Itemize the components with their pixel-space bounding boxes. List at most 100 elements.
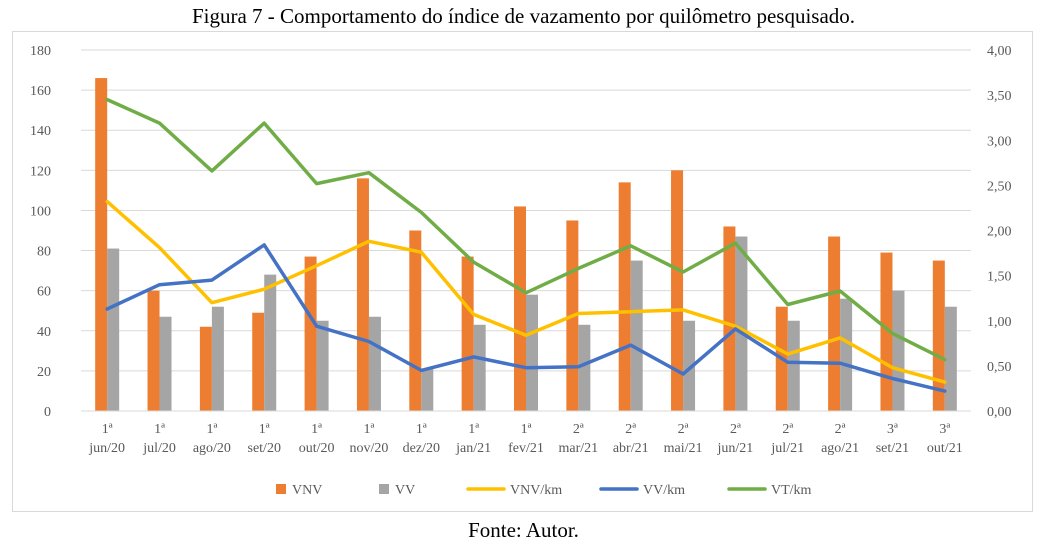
- x-tick-label-rank: 1ª: [154, 422, 165, 437]
- x-tick-label-rank: 2ª: [835, 422, 846, 437]
- bar-vnv: [671, 170, 684, 411]
- bar-vnv: [932, 260, 945, 411]
- y-left-tick-label: 180: [30, 44, 51, 59]
- bar-vnv: [461, 256, 474, 411]
- x-tick-label-rank: 1ª: [468, 422, 479, 437]
- series-line-vt-per-km: [105, 97, 947, 362]
- y-right-tick-label: 3,00: [987, 134, 1012, 149]
- y-right-tick-label: 0,00: [987, 405, 1012, 420]
- bar-vnv: [618, 182, 631, 411]
- legend-label: VV/km: [643, 483, 685, 498]
- x-tick-label-rank: 3ª: [887, 422, 898, 437]
- bar-vv: [578, 324, 591, 411]
- x-tick-label-month: nov/20: [349, 441, 388, 456]
- bar-vnv: [409, 230, 422, 411]
- y-right-tick-label: 1,00: [987, 315, 1012, 330]
- x-tick-label-month: out/21: [927, 441, 963, 456]
- x-tick-label-month: abr/21: [613, 441, 649, 456]
- bar-vv: [735, 236, 748, 411]
- x-tick-label-month: jul/21: [770, 441, 804, 456]
- figure-source: Fonte: Autor.: [468, 518, 579, 542]
- x-tick-label-month: ago/20: [193, 441, 231, 456]
- bar-vv: [630, 260, 643, 411]
- bar-vv: [683, 320, 696, 411]
- bar-vnv: [95, 78, 108, 412]
- y-right-tick-label: 3,50: [987, 89, 1012, 104]
- bars: [95, 78, 957, 412]
- bar-vv: [892, 290, 905, 411]
- bar-vnv: [828, 236, 841, 411]
- bar-vv: [211, 306, 224, 411]
- legend-label: VNV: [292, 483, 322, 498]
- bar-vv: [526, 294, 538, 411]
- y-right-tick-label: 1,50: [987, 270, 1012, 285]
- x-tick-label-month: set/20: [248, 441, 281, 456]
- x-tick-label-month: mar/21: [559, 441, 599, 456]
- y-right-tick-label: 2,50: [987, 179, 1012, 194]
- x-tick-label-rank: 1ª: [521, 422, 532, 437]
- bar-vnv: [356, 178, 369, 411]
- x-tick-label-month: jul/20: [142, 441, 176, 456]
- x-tick-label-month: set/21: [876, 441, 909, 456]
- y-left-tick-label: 40: [37, 325, 51, 340]
- series-line-vv-per-km: [105, 243, 947, 393]
- x-tick-label-rank: 2ª: [782, 422, 793, 437]
- y-left-tick-label: 80: [37, 245, 51, 260]
- bar-vnv: [723, 226, 736, 411]
- combo-chart: 0 20 40 60 80 100 120 140 160 180 0,00 0,50 1,00 1,50…: [30, 44, 1012, 498]
- bar-vv: [787, 320, 800, 411]
- x-tick-label-rank: 1ª: [364, 422, 375, 437]
- x-tick-label-rank: 1ª: [206, 422, 217, 437]
- x-tick-label-rank: 1ª: [311, 422, 322, 437]
- x-tick-label-month: ago/21: [821, 441, 859, 456]
- x-tick-label-rank: 3ª: [939, 422, 950, 437]
- legend-label: VV: [395, 483, 415, 498]
- bar-vnv: [304, 256, 317, 411]
- x-tick-label-month: jun/20: [88, 441, 125, 456]
- x-tick-label-month: jan/21: [455, 441, 491, 456]
- x-tick-label-rank: 2ª: [625, 422, 636, 437]
- y-left-tick-label: 100: [30, 204, 51, 219]
- bar-vv: [473, 324, 486, 411]
- bar-vv: [368, 316, 381, 411]
- y-left-tick-label: 60: [37, 285, 51, 300]
- x-tick-label-rank: 1ª: [259, 422, 270, 437]
- y-right-tick-label: 2,00: [987, 225, 1012, 240]
- bar-vv: [264, 274, 277, 411]
- bar-vnv: [880, 252, 893, 411]
- bar-vv: [840, 298, 853, 411]
- x-tick-label-rank: 2ª: [678, 422, 689, 437]
- y-left-tick-label: 0: [44, 405, 51, 420]
- x-tick-label-rank: 1ª: [416, 422, 427, 437]
- x-tick-label-month: out/20: [299, 441, 335, 456]
- series-line-vnv-per-km: [105, 199, 947, 384]
- bar-vnv: [147, 290, 160, 411]
- x-tick-label-rank: 1ª: [102, 422, 113, 437]
- bar-vv: [159, 316, 172, 411]
- legend-swatch-vv: [379, 484, 389, 494]
- y-left-tick-label: 120: [30, 164, 51, 179]
- x-tick-label-month: dez/20: [403, 441, 440, 456]
- axes: 0 20 40 60 80 100 120 140 160 180 0,00 0,50 1,00 1,50…: [30, 44, 1012, 456]
- y-left-tick-label: 20: [37, 365, 51, 380]
- bar-vv: [944, 306, 957, 411]
- legend-swatch-vnv: [276, 484, 286, 494]
- bar-vnv: [514, 206, 526, 411]
- bar-vv: [107, 248, 120, 411]
- lines: [105, 97, 947, 393]
- figure-title: Figura 7 - Comportamento do índice de va…: [191, 4, 856, 28]
- legend: VNV VV VNV/km VV/km VT/km: [276, 483, 812, 498]
- y-right-tick-label: 0,50: [987, 360, 1012, 375]
- x-tick-label-rank: 2ª: [573, 422, 584, 437]
- legend-label: VT/km: [771, 483, 812, 498]
- bar-vv: [316, 320, 329, 411]
- legend-label: VNV/km: [510, 483, 562, 498]
- bar-vv: [421, 368, 434, 411]
- y-right-tick-label: 4,00: [987, 44, 1012, 59]
- bar-vnv: [252, 312, 265, 411]
- bar-vnv: [199, 326, 212, 411]
- x-tick-label-month: fev/21: [508, 441, 544, 456]
- x-tick-label-month: mai/21: [664, 441, 703, 456]
- chart-container: 0 20 40 60 80 100 120 140 160 180 0,00 0,50 1,00 1,50…: [12, 31, 1033, 512]
- y-left-tick-label: 140: [30, 124, 51, 139]
